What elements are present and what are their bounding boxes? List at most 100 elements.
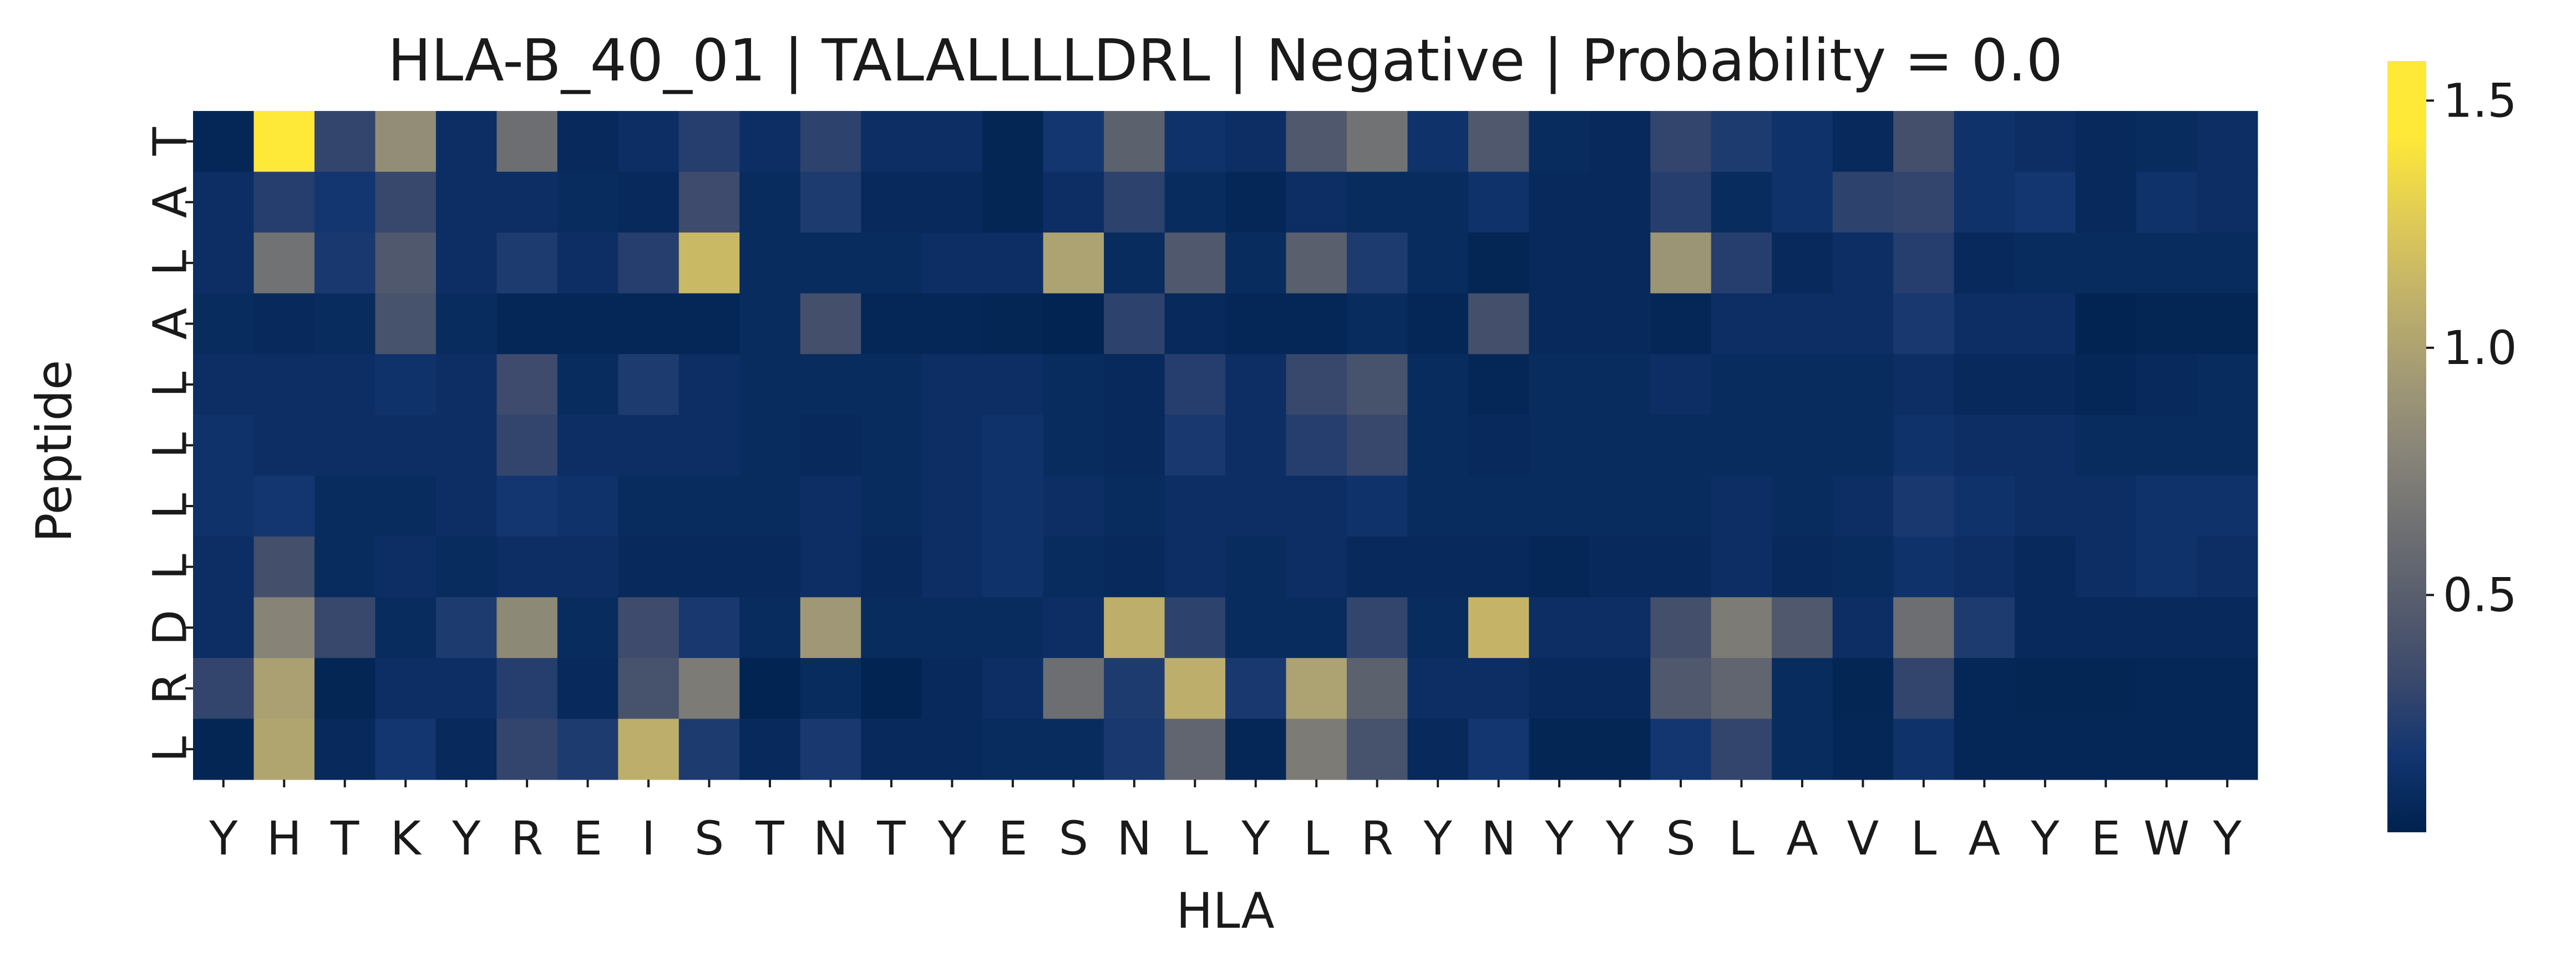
heatmap-cell [1711, 536, 1772, 598]
x-tick-label: Y [1544, 811, 1574, 866]
heatmap-cell [1954, 232, 2015, 294]
heatmap-cell [800, 354, 861, 416]
heatmap-cell [1104, 536, 1165, 598]
heatmap-cell [861, 171, 922, 233]
heatmap-cell [1954, 658, 2015, 720]
heatmap-cell [861, 476, 922, 537]
heatmap-cell [1104, 171, 1165, 233]
heatmap-cell [982, 719, 1044, 780]
y-tick-label: A [143, 308, 197, 340]
heatmap-cell [1346, 476, 1408, 537]
heatmap-cell [1954, 171, 2015, 233]
heatmap-cell [1104, 232, 1165, 294]
x-tick-label: Y [209, 811, 238, 866]
heatmap-cell [739, 232, 801, 294]
y-tick-label: L [143, 250, 197, 276]
heatmap-cell [1711, 476, 1772, 537]
x-tick-label: W [2143, 811, 2189, 866]
heatmap-cell [435, 658, 497, 720]
heatmap-cell [1164, 414, 1226, 476]
heatmap-cell [1043, 171, 1104, 233]
x-tick-label: N [1117, 811, 1152, 866]
y-tick-label: L [143, 493, 197, 519]
heatmap-cell [861, 232, 922, 294]
heatmap-cell [1772, 536, 1833, 598]
heatmap-cell [1529, 719, 1590, 780]
heatmap-cell [1772, 354, 1833, 416]
heatmap-cell [2075, 536, 2137, 598]
colorbar-ticks: 0.5 1.0 1.5 [2426, 74, 2517, 623]
heatmap-cell [557, 476, 618, 537]
heatmap-cell [435, 111, 497, 173]
heatmap-cell [1650, 171, 1712, 233]
heatmap-cell [1529, 658, 1590, 720]
heatmap-cell [496, 658, 558, 720]
heatmap-cell [193, 719, 255, 780]
heatmap-cell [1225, 232, 1287, 294]
heatmap-cell [861, 354, 922, 416]
heatmap-cell [1772, 171, 1833, 233]
heatmap-cell [314, 232, 376, 294]
heatmap-cell [921, 536, 983, 598]
heatmap-cell [1772, 597, 1833, 659]
heatmap-cell [921, 111, 983, 173]
heatmap-cell [2075, 597, 2137, 659]
heatmap-cell [1772, 719, 1833, 780]
heatmap-cell [2015, 719, 2076, 780]
heatmap-cell [1407, 111, 1469, 173]
heatmap-cell [1346, 719, 1408, 780]
heatmap-cell [193, 171, 255, 233]
heatmap-cell [2197, 658, 2258, 720]
heatmap-cell [2136, 354, 2198, 416]
heatmap-cell [921, 354, 983, 416]
heatmap-cell [1954, 719, 2015, 780]
heatmap-cell [193, 536, 255, 598]
heatmap-cell [1346, 111, 1408, 173]
heatmap-cell [1468, 232, 1529, 294]
heatmap-cell [1346, 414, 1408, 476]
heatmap-cell [678, 719, 740, 780]
heatmap-cell [2075, 293, 2137, 355]
y-tick-label: A [143, 186, 197, 218]
heatmap-cell [1407, 719, 1469, 780]
heatmap-cell [375, 232, 437, 294]
heatmap-cell [678, 232, 740, 294]
heatmap-cell [1468, 658, 1529, 720]
heatmap-cell [678, 293, 740, 355]
heatmap-cell [618, 476, 680, 537]
heatmap-cell [618, 232, 680, 294]
heatmap-cell [1832, 111, 1894, 173]
heatmap-cell [1164, 658, 1226, 720]
heatmap-cell [1893, 597, 1955, 659]
heatmap-cell [1711, 171, 1772, 233]
x-tick-label: Y [937, 811, 967, 866]
heatmap-cell [2015, 414, 2076, 476]
x-tick-label: I [642, 811, 656, 866]
heatmap-cell [1589, 293, 1651, 355]
x-tick-label: L [1728, 811, 1754, 866]
heatmap-cell [1043, 536, 1104, 598]
heatmap-cell [1286, 111, 1347, 173]
heatmap-cell [1286, 293, 1347, 355]
heatmap-cell [435, 293, 497, 355]
y-tick-label: R [143, 672, 197, 704]
heatmap-cell [678, 111, 740, 173]
heatmap-cell [982, 536, 1044, 598]
heatmap-cell [1893, 719, 1955, 780]
x-tick-label: S [1666, 811, 1695, 866]
heatmap-cell [921, 597, 983, 659]
heatmap-cell [1650, 414, 1712, 476]
heatmap-cell [1832, 719, 1894, 780]
heatmap-cell [921, 232, 983, 294]
heatmap-cell [314, 111, 376, 173]
heatmap-cell [1650, 719, 1712, 780]
heatmap-cell [2075, 232, 2137, 294]
heatmap-cell [253, 536, 315, 598]
heatmap-cell [193, 414, 255, 476]
heatmap-cell [861, 719, 922, 780]
heatmap-cell [557, 536, 618, 598]
heatmap-cell [1104, 414, 1165, 476]
heatmap-cell [2075, 719, 2137, 780]
heatmap-cell [2075, 354, 2137, 416]
